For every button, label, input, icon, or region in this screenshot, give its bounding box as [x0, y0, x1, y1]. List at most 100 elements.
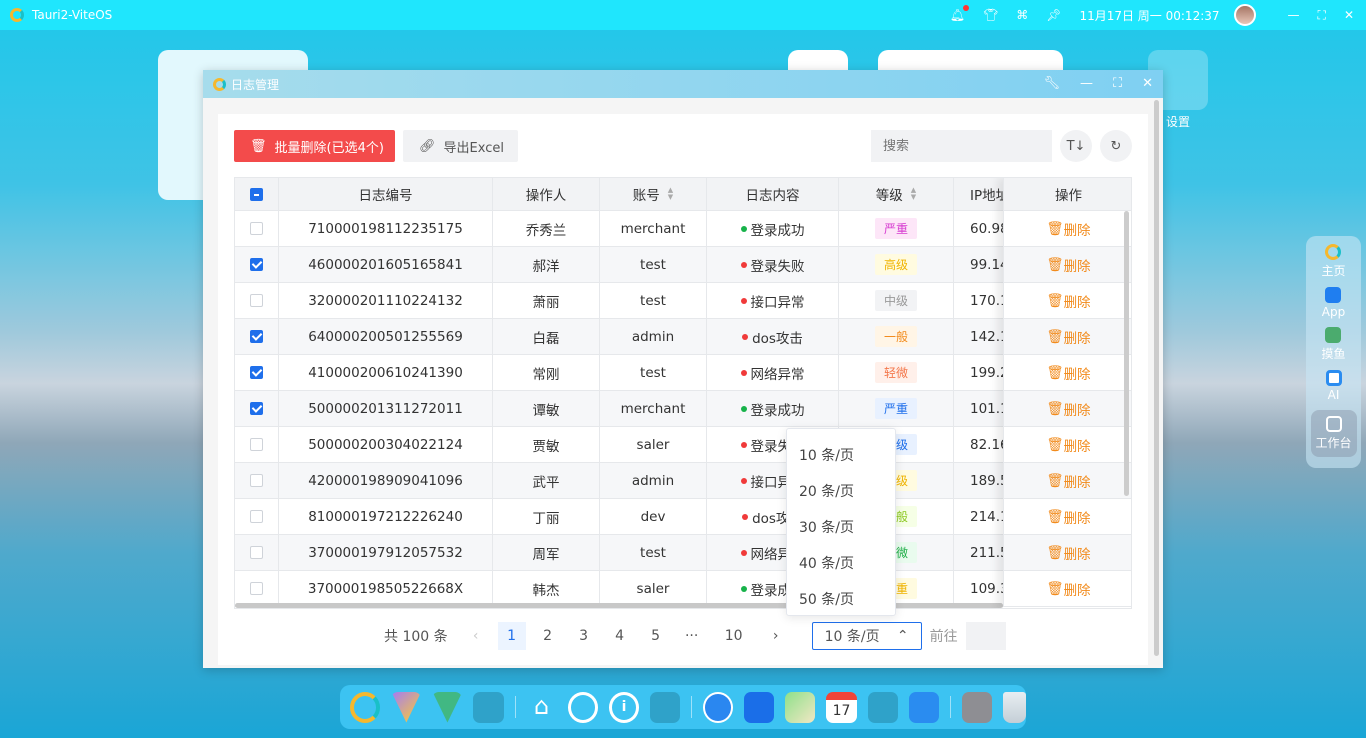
vite-app-icon[interactable] — [391, 691, 422, 723]
row-select-cell[interactable] — [235, 427, 279, 462]
select-all-cell[interactable] — [235, 178, 279, 210]
row-select-cell[interactable] — [235, 211, 279, 246]
page-size-option[interactable]: 10 条/页 — [799, 448, 854, 464]
row-checkbox[interactable] — [250, 294, 263, 307]
close-icon[interactable]: ✕ — [1343, 8, 1354, 22]
app-store-icon[interactable] — [744, 691, 775, 723]
page-button[interactable]: ··· — [684, 628, 699, 644]
sidebar-item-home[interactable]: 主页 — [1321, 244, 1346, 279]
maximize-icon[interactable]: ⛶ — [1112, 76, 1123, 91]
home-app-icon[interactable]: ⌂ — [533, 691, 550, 720]
page-button[interactable]: 5 — [651, 628, 661, 644]
mail-app-icon[interactable] — [908, 691, 939, 723]
prev-page-button[interactable]: ‹ — [472, 628, 479, 644]
page-size-option[interactable]: 50 条/页 — [799, 592, 854, 608]
row-checkbox[interactable] — [250, 222, 263, 235]
maps-app-icon[interactable] — [785, 691, 816, 723]
minimize-icon[interactable]: — — [1287, 8, 1300, 22]
export-excel-button[interactable]: 🔗︎ 导出Excel — [403, 130, 518, 162]
delete-button[interactable]: 🗑︎ 删除 — [1003, 355, 1131, 391]
page-button[interactable]: 4 — [615, 628, 625, 644]
batch-delete-button[interactable]: 🗑︎ 批量删除(已选4个) — [234, 130, 395, 162]
row-checkbox[interactable] — [250, 438, 263, 451]
row-checkbox[interactable] — [250, 402, 263, 415]
header-account[interactable]: 账号 ▲ ▼ — [600, 178, 707, 210]
utilities-folder-icon[interactable] — [867, 691, 898, 723]
fullscreen-icon[interactable]: ⛶ — [1317, 7, 1326, 22]
delete-button[interactable]: 🗑︎ 删除 — [1003, 211, 1131, 247]
trash-app-icon[interactable] — [1002, 691, 1027, 723]
page-size-option[interactable]: 40 条/页 — [799, 556, 854, 572]
table-scrollbar[interactable] — [1124, 211, 1129, 496]
delete-button[interactable]: 🗑︎ 删除 — [1003, 463, 1131, 499]
row-select-cell[interactable] — [235, 391, 279, 426]
row-select-cell[interactable] — [235, 283, 279, 318]
dashboard-app-icon[interactable] — [567, 691, 598, 723]
page-button[interactable]: 3 — [579, 628, 589, 644]
next-page-button[interactable]: › — [772, 628, 779, 644]
tauri-app-icon[interactable] — [350, 691, 381, 723]
row-checkbox[interactable] — [250, 510, 263, 523]
refresh-button[interactable]: ↻ — [1100, 130, 1132, 162]
sort-icon[interactable]: ▲ ▼ — [667, 186, 674, 201]
info-app-icon[interactable]: i — [608, 691, 640, 723]
delete-button[interactable]: 🗑︎ 删除 — [1003, 499, 1131, 535]
row-select-cell[interactable] — [235, 535, 279, 570]
goto-page-input[interactable] — [965, 622, 1006, 650]
table-row[interactable]: 370000197912057532 周军 test 网络异常 轻微 211.5 — [235, 535, 1131, 571]
horizontal-scrollbar[interactable] — [235, 603, 1003, 608]
settings-app-icon[interactable] — [961, 691, 992, 723]
row-select-cell[interactable] — [235, 247, 279, 282]
sort-icon[interactable]: ▲ ▼ — [910, 186, 917, 201]
page-size-option[interactable]: 30 条/页 — [799, 520, 854, 536]
table-row[interactable]: 460000201605165841 郝洋 test 登录失败 高级 99.14 — [235, 247, 1131, 283]
page-button[interactable]: 2 — [543, 628, 553, 644]
folder-app-icon[interactable] — [473, 691, 504, 723]
header-level[interactable]: 等级 ▲ ▼ — [839, 178, 954, 210]
row-select-cell[interactable] — [235, 355, 279, 390]
pin-icon[interactable]: 📌︎ — [1046, 8, 1062, 22]
safari-app-icon[interactable] — [703, 691, 734, 723]
bell-icon[interactable]: 🔔︎ — [950, 5, 969, 22]
close-icon[interactable]: ✕ — [1142, 76, 1153, 91]
page-size-option[interactable]: 20 条/页 — [799, 484, 854, 500]
sidebar-item-workbench[interactable]: 工作台 — [1310, 410, 1357, 457]
column-settings-button[interactable]: T↓ — [1060, 130, 1092, 162]
row-select-cell[interactable] — [235, 499, 279, 534]
sidebar-item-ai[interactable]: AI — [1325, 370, 1342, 402]
row-checkbox[interactable] — [250, 330, 263, 343]
table-row[interactable]: 710000198112235175 乔秀兰 merchant 登录成功 严重 … — [235, 211, 1131, 247]
row-checkbox[interactable] — [250, 474, 263, 487]
row-checkbox[interactable] — [250, 546, 263, 559]
vue-app-icon[interactable] — [432, 691, 463, 723]
row-checkbox[interactable] — [250, 582, 263, 595]
table-row[interactable]: 420000198909041096 武平 admin 接口异常 中级 189.… — [235, 463, 1131, 499]
table-row[interactable]: 37000019850522668X 韩杰 saler 登录成功 严重 109.… — [235, 571, 1131, 607]
delete-button[interactable]: 🗑︎ 删除 — [1003, 283, 1131, 319]
page-button[interactable]: 10 — [724, 628, 743, 644]
avatar[interactable] — [1233, 4, 1256, 26]
table-row[interactable]: 640000200501255569 白磊 admin dos攻击 一般 142… — [235, 319, 1131, 355]
window-scrollbar[interactable] — [1154, 100, 1159, 656]
table-row[interactable]: 810000197212226240 丁丽 dev dos攻击 一般 214.1 — [235, 499, 1131, 535]
window-titlebar[interactable]: 日志管理 🔧︎ — ⛶ ✕ — [203, 70, 1163, 98]
table-row[interactable]: 320000201110224132 萧丽 test 接口异常 中级 170.1 — [235, 283, 1131, 319]
table-row[interactable]: 500000200304022124 贾敏 saler 登录失败 高级 82.1… — [235, 427, 1131, 463]
row-select-cell[interactable] — [235, 463, 279, 498]
sidebar-item-app[interactable]: App — [1322, 287, 1345, 319]
shirt-icon[interactable]: 👕︎ — [982, 8, 999, 22]
delete-button[interactable]: 🗑︎ 删除 — [1003, 319, 1131, 355]
select-all-checkbox[interactable] — [250, 187, 263, 201]
delete-button[interactable]: 🗑︎ 删除 — [1003, 391, 1131, 427]
table-row[interactable]: 410000200610241390 常刚 test 网络异常 轻微 199.2 — [235, 355, 1131, 391]
delete-button[interactable]: 🗑︎ 删除 — [1003, 535, 1131, 571]
delete-button[interactable]: 🗑︎ 删除 — [1003, 571, 1131, 607]
delete-button[interactable]: 🗑︎ 删除 — [1003, 247, 1131, 283]
row-checkbox[interactable] — [250, 258, 263, 271]
search-input[interactable] — [871, 130, 1052, 162]
row-checkbox[interactable] — [250, 366, 263, 379]
command-icon[interactable]: ⌘ — [1016, 8, 1029, 22]
minimize-icon[interactable]: — — [1079, 76, 1093, 91]
row-select-cell[interactable] — [235, 571, 279, 606]
page-size-select[interactable]: 10 条/页 ⌃ — [811, 622, 922, 650]
